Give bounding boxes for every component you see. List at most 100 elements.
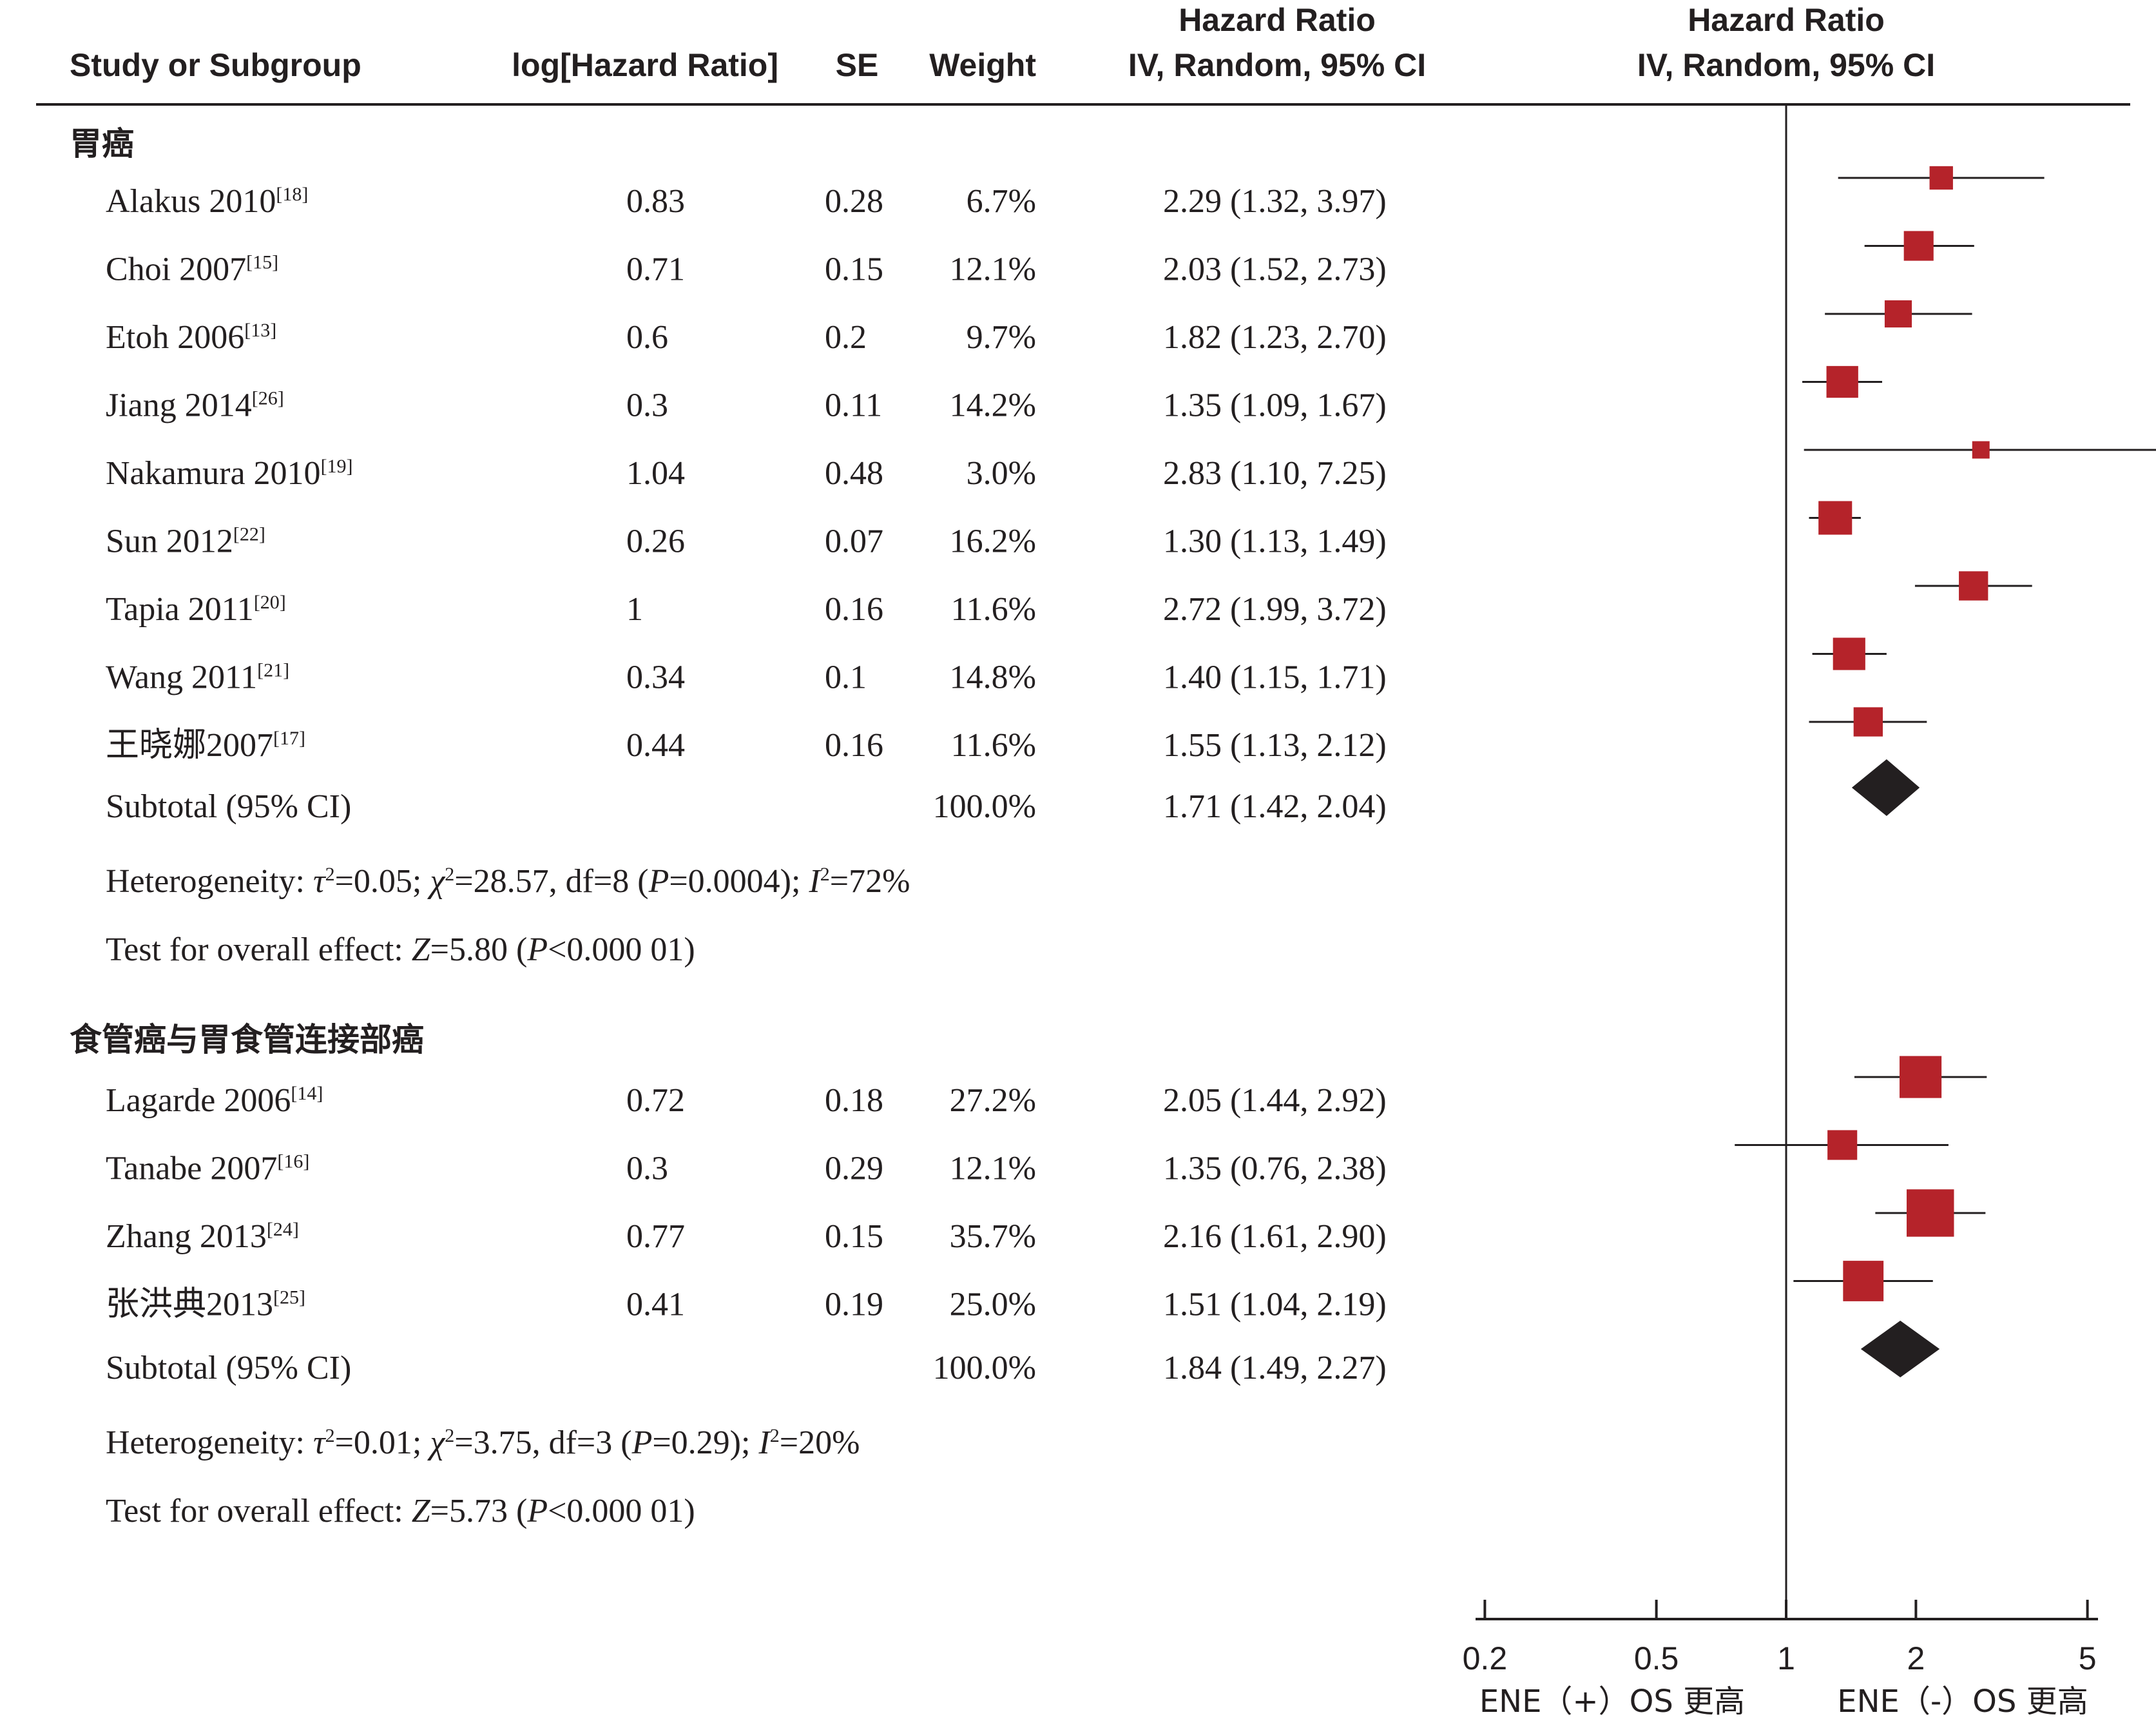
se-value: 0.11: [825, 387, 882, 424]
study-reference: [25]: [273, 1287, 305, 1308]
study-reference: [26]: [252, 388, 284, 409]
point-estimate-square: [1843, 1261, 1884, 1301]
study-label: Tanabe 2007: [106, 1150, 277, 1187]
weight-value: 27.2%: [950, 1082, 1036, 1119]
weight-value: 35.7%: [950, 1218, 1036, 1255]
i-symbol: I: [808, 863, 822, 900]
favours-right-label: ENE（-）OS 更高: [1837, 1684, 2088, 1720]
study-reference: [21]: [257, 660, 289, 681]
hr-ci-value: 1.82 (1.23, 2.70): [1163, 319, 1387, 356]
subtotal-hr-ci: 1.84 (1.49, 2.27): [1163, 1350, 1387, 1386]
hr-ci-value: 2.83 (1.10, 7.25): [1163, 455, 1387, 492]
overall-p-value: <0.000 01): [548, 931, 695, 968]
chi2-value: =28.57, df=8 (: [454, 863, 648, 900]
hr-ci-value: 1.51 (1.04, 2.19): [1163, 1286, 1387, 1323]
subtotal-weight: 100.0%: [933, 788, 1036, 825]
tick-label: 1: [1777, 1640, 1795, 1676]
group-title: 胃癌: [70, 125, 134, 162]
point-estimate-square: [1903, 231, 1934, 261]
se-value: 0.48: [825, 455, 883, 492]
log-hr-value: 0.72: [626, 1082, 685, 1119]
weight-value: 3.0%: [967, 455, 1036, 492]
study-label: Tapia 2011: [106, 591, 254, 628]
i2-value: =20%: [780, 1424, 860, 1461]
heterogeneity-prefix: Heterogeneity:: [106, 1424, 313, 1461]
hr-ci-value: 2.72 (1.99, 3.72): [1163, 591, 1387, 628]
study-label: Etoh 2006: [106, 319, 244, 356]
study-name: Lagarde 2006[14]: [106, 1082, 323, 1119]
header-plot-line2: IV, Random, 95% CI: [1637, 47, 1935, 83]
weight-value: 14.2%: [950, 387, 1036, 424]
study-name: Sun 2012[22]: [106, 523, 265, 560]
point-estimate-square: [1827, 1130, 1858, 1160]
study-name: Tapia 2011[20]: [106, 591, 286, 628]
hr-ci-value: 2.03 (1.52, 2.73): [1163, 251, 1387, 288]
se-value: 0.19: [825, 1286, 883, 1323]
study-label: Nakamura 2010: [106, 455, 321, 492]
study-name: 王晓娜2007[17]: [106, 727, 305, 764]
study-name: Choi 2007[15]: [106, 251, 278, 288]
z-symbol: Z: [412, 931, 431, 968]
study-reference: [15]: [246, 252, 278, 273]
i2-value: =72%: [830, 863, 910, 900]
header-plot-line1: Hazard Ratio: [1688, 2, 1885, 38]
study-name: Zhang 2013[24]: [106, 1218, 299, 1255]
study-name: Tanabe 2007[16]: [106, 1150, 309, 1187]
hr-ci-value: 2.05 (1.44, 2.92): [1163, 1082, 1387, 1119]
overall-effect-text: Test for overall effect: Z=5.73 (P<0.000…: [106, 1493, 695, 1529]
weight-value: 11.6%: [951, 727, 1036, 764]
p-symbol: P: [648, 863, 669, 900]
point-estimate-square: [1929, 166, 1953, 190]
point-estimate-square: [1884, 300, 1912, 328]
subtotal-hr-ci: 1.71 (1.42, 2.04): [1163, 788, 1387, 825]
tau-exponent: 2: [325, 1425, 335, 1446]
study-label: Alakus 2010: [106, 183, 276, 220]
tau-exponent: 2: [325, 864, 335, 885]
subtotal-diamond: [1851, 759, 1920, 816]
weight-value: 11.6%: [951, 591, 1036, 628]
header-study: Study or Subgroup: [70, 47, 361, 83]
log-hr-value: 0.34: [626, 659, 685, 696]
tick-label: 2: [1907, 1640, 1925, 1676]
study-reference: [13]: [244, 320, 276, 341]
study-name: Jiang 2014[26]: [106, 387, 284, 424]
heterogeneity-prefix: Heterogeneity:: [106, 863, 313, 900]
hr-ci-value: 2.29 (1.32, 3.97): [1163, 183, 1387, 220]
study-label: Wang 2011: [106, 659, 257, 696]
weight-value: 16.2%: [950, 523, 1036, 560]
hr-ci-value: 1.35 (0.76, 2.38): [1163, 1150, 1387, 1187]
se-value: 0.07: [825, 523, 883, 560]
weight-value: 12.1%: [950, 1150, 1036, 1187]
i-exponent: 2: [770, 1425, 780, 1446]
subtotal-diamond: [1860, 1321, 1940, 1377]
i-symbol: I: [758, 1424, 771, 1461]
hr-ci-value: 1.30 (1.13, 1.49): [1163, 523, 1387, 560]
header-hr-col-line1: Hazard Ratio: [1179, 2, 1376, 38]
favours-left-label: ENE（+）OS 更高: [1479, 1684, 1745, 1720]
study-name: Etoh 2006[13]: [106, 319, 276, 356]
z-symbol: Z: [412, 1493, 431, 1529]
tau-symbol: τ: [313, 863, 327, 900]
subtotal-weight: 100.0%: [933, 1350, 1036, 1386]
header-log-hr: log[Hazard Ratio]: [512, 47, 778, 83]
log-hr-value: 0.3: [626, 387, 668, 424]
study-label: Sun 2012: [106, 523, 233, 560]
chi-exponent: 2: [445, 864, 454, 885]
tau2-value: =0.01;: [335, 1424, 430, 1461]
study-label: 张洪典2013: [106, 1286, 273, 1323]
study-reference: [22]: [233, 524, 265, 545]
p-symbol: P: [631, 1424, 653, 1461]
hr-ci-value: 1.55 (1.13, 2.12): [1163, 727, 1387, 764]
se-value: 0.15: [825, 251, 883, 288]
log-hr-value: 0.44: [626, 727, 685, 764]
log-hr-value: 0.41: [626, 1286, 685, 1323]
group-title: 食管癌与胃食管连接部癌: [70, 1021, 424, 1058]
point-estimate-square: [1907, 1189, 1954, 1237]
point-estimate-square: [1853, 707, 1883, 737]
x-axis: 0.2 0.5 1 2 5 ENE（+）OS 更高 ENE（-）OS 更高: [1463, 1600, 2098, 1720]
header-se: SE: [836, 47, 879, 83]
log-hr-value: 0.6: [626, 319, 668, 356]
log-hr-value: 0.83: [626, 183, 685, 220]
study-label: Lagarde 2006: [106, 1082, 291, 1119]
